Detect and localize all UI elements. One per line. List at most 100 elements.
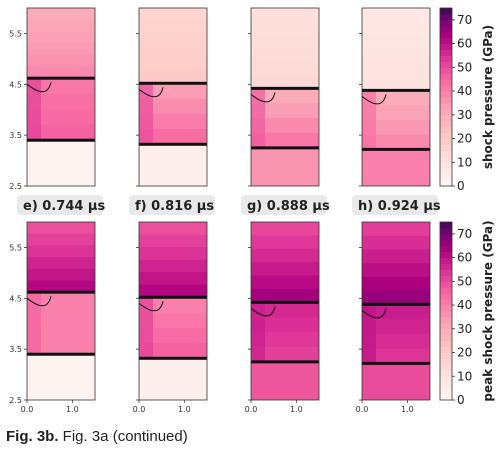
region-mid-band: [27, 124, 95, 141]
region-top-band: [139, 33, 207, 47]
region-top-band: [139, 70, 207, 84]
region-axis-zone: [27, 292, 41, 355]
region-mid-band: [27, 307, 95, 324]
colorbar-label: shock pressure (GPa): [481, 25, 495, 169]
region-bottom: [362, 363, 430, 400]
y-tick-label: 3.5: [9, 131, 22, 140]
colorbar-segment: [440, 293, 452, 300]
region-top-band: [362, 21, 430, 36]
projectile-outline: [361, 308, 387, 319]
region-top-band: [362, 62, 430, 78]
colorbar-segment: [440, 382, 452, 389]
colorbar-segment: [440, 156, 452, 163]
region-mid-band: [362, 119, 430, 136]
colorbar-tick-label: 60: [457, 37, 472, 51]
figure-caption: Fig. 3b. Fig. 3a (continued): [6, 428, 188, 445]
region-top-band: [27, 222, 95, 235]
panel-frame: [138, 7, 208, 187]
region-top-band: [139, 20, 207, 34]
interface-lower: [139, 142, 207, 146]
panel-frame: [250, 7, 320, 187]
colorbar-segment: [440, 257, 452, 265]
panel-frame: [138, 221, 208, 401]
colorbar-tick-label: 10: [457, 369, 472, 383]
region-axis-zone: [139, 297, 153, 359]
colorbar-tick-label: 70: [457, 227, 472, 241]
region-top-band: [362, 249, 430, 264]
colorbar-segment: [440, 263, 452, 270]
panel-label-bg: [241, 195, 327, 215]
region-top-band: [139, 259, 207, 273]
colorbar-frame: [439, 221, 453, 401]
region-top-band: [362, 263, 430, 278]
region-top-band: [251, 275, 319, 290]
colorbar-segment: [440, 281, 452, 288]
panel-peak-4: 0.0 1.0: [356, 221, 431, 414]
panel-peak-3: 0.0 1.0: [245, 221, 320, 414]
y-tick-label: 4.5: [9, 294, 22, 303]
colorbar-segment: [440, 394, 452, 401]
interface-upper: [27, 76, 95, 80]
colorbar-segment: [440, 180, 452, 187]
region-mid-band: [362, 333, 430, 350]
region-mid-band: [251, 302, 319, 318]
x-tick-label: 0.0: [356, 405, 369, 414]
region-axis-zone: [362, 90, 376, 150]
colorbar-segment: [440, 61, 452, 68]
panel-label-text: e) 0.744 μs: [23, 199, 105, 214]
panel-frame: [361, 7, 431, 187]
region-mid-band: [362, 319, 430, 335]
colorbar-segment: [440, 370, 452, 377]
colorbar-segment: [440, 108, 452, 116]
colorbar-tick-label: 50: [457, 60, 472, 74]
colorbar-segment: [440, 150, 452, 157]
colorbar-segment: [440, 376, 452, 383]
colorbar-segment: [440, 287, 452, 294]
colorbar-2: 0 10 20 30 40 50 60 70 peak shock pressure (GPa): [439, 220, 495, 407]
region-mid-band: [27, 93, 95, 110]
region-top-band: [251, 288, 319, 303]
colorbar-segment: [440, 233, 452, 241]
colorbar-segment: [440, 43, 452, 51]
colorbar-segment: [440, 85, 452, 92]
region-top-band: [362, 49, 430, 64]
y-tick-label: 3.5: [9, 345, 22, 354]
region-top-band: [362, 222, 430, 237]
colorbar-segment: [440, 162, 452, 169]
colorbar-segment: [440, 245, 452, 253]
panel-time-label: g) 0.888 μs: [241, 195, 330, 215]
region-mid-band: [139, 98, 207, 115]
interface-upper: [251, 86, 319, 90]
colorbar-segment: [440, 364, 452, 371]
region-top-band: [251, 48, 319, 63]
colorbar-tick-label: 30: [457, 108, 472, 122]
region-bottom: [139, 358, 207, 400]
panel-frame: [250, 221, 320, 401]
region-top-band: [251, 34, 319, 49]
region-mid-band: [27, 323, 95, 340]
colorbar-segment: [440, 97, 452, 104]
region-bottom: [27, 354, 95, 400]
panel-pressure-3: [248, 7, 320, 187]
region-mid-band: [362, 134, 430, 150]
region-top-band: [27, 19, 95, 32]
colorbar-tick-label: 60: [457, 251, 472, 265]
colorbar-segment: [440, 132, 452, 140]
region-mid-band: [251, 317, 319, 333]
colorbar-tick-label: 70: [457, 13, 472, 27]
panel-time-label: e) 0.744 μs: [17, 195, 105, 215]
region-mid-band: [139, 83, 207, 100]
colorbar-segment: [440, 67, 452, 74]
region-top-band: [139, 45, 207, 59]
colorbar-segment: [440, 114, 452, 122]
region-top-band: [27, 245, 95, 258]
panel-time-label: h) 0.924 μs: [352, 195, 441, 215]
panel-frame: [361, 221, 431, 401]
panel-frame: [26, 221, 96, 401]
colorbar-segment: [440, 251, 452, 259]
colorbar-segment: [440, 334, 452, 342]
region-axis-zone: [139, 83, 153, 145]
region-mid-band: [27, 78, 95, 95]
region-top-band: [27, 268, 95, 281]
projectile-outline: [138, 301, 164, 312]
